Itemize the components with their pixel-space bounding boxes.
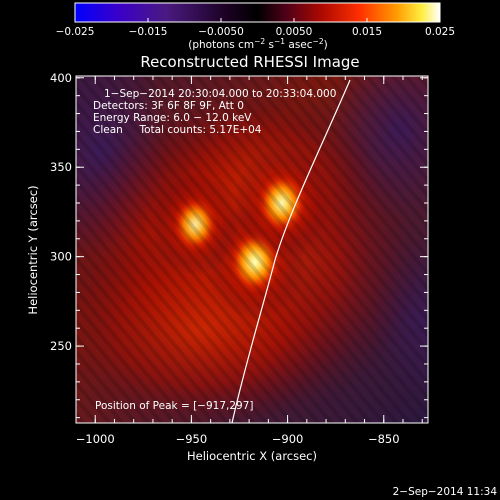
colorbar-tick-label: 0.025 bbox=[425, 26, 455, 38]
colorbar-unit-label: (photons cm−2 s−1 asec−2) bbox=[188, 37, 327, 51]
detectors: Detectors: 3F 6F 8F 9F, Att 0 bbox=[93, 100, 244, 112]
colorbar-tick-label: −0.015 bbox=[129, 26, 168, 38]
colorbar-frame bbox=[74, 2, 441, 23]
time-range: 1−Sep−2014 20:30:04.000 to 20:33:04.000 bbox=[104, 88, 336, 100]
y-tick-label: 350 bbox=[50, 160, 72, 174]
x-tick-label: −850 bbox=[368, 432, 400, 446]
axis-ticks: −1000 −950 −900 −850 250 300 350 400 bbox=[50, 71, 428, 446]
energy-range: Energy Range: 6.0 − 12.0 keV bbox=[93, 112, 252, 124]
x-tick-label: −950 bbox=[176, 432, 208, 446]
solar-limb-line bbox=[231, 79, 351, 423]
timestamp: 2−Sep−2014 11:34 bbox=[393, 486, 498, 498]
x-tick-label: −900 bbox=[272, 432, 304, 446]
y-axis-label: Heliocentric Y (arcsec) bbox=[26, 185, 40, 314]
colorbar-tick-label: 0.015 bbox=[352, 26, 382, 38]
colorbar-tick-label: 0.0050 bbox=[276, 26, 313, 38]
plot-frame bbox=[75, 75, 429, 424]
peak-position: Position of Peak = [−917,297] bbox=[95, 400, 254, 412]
y-tick-label: 400 bbox=[50, 71, 72, 85]
colorbar-ticks: −0.025 −0.015 −0.0050 0.0050 0.015 0.025 bbox=[56, 18, 455, 38]
colorbar-gradient bbox=[75, 3, 440, 22]
x-axis-label: Heliocentric X (arcsec) bbox=[187, 449, 317, 463]
colorbar-tick-label: −0.0050 bbox=[198, 26, 244, 38]
y-tick-label: 300 bbox=[50, 250, 72, 264]
image-texture bbox=[76, 76, 428, 423]
observation-info: 1−Sep−2014 20:30:04.000 to 20:33:04.000 … bbox=[93, 88, 336, 136]
clean-total-counts: Clean Total counts: 5.17E+04 bbox=[93, 124, 262, 136]
y-tick-label: 250 bbox=[50, 339, 72, 353]
colorbar: −0.025 −0.015 −0.0050 0.0050 0.015 0.025 (pho… bbox=[56, 2, 455, 51]
colorbar-tick-label: −0.025 bbox=[56, 26, 95, 38]
image-area bbox=[76, 76, 428, 423]
plot-title: Reconstructed RHESSI Image bbox=[140, 53, 359, 71]
x-tick-label: −1000 bbox=[76, 432, 115, 446]
